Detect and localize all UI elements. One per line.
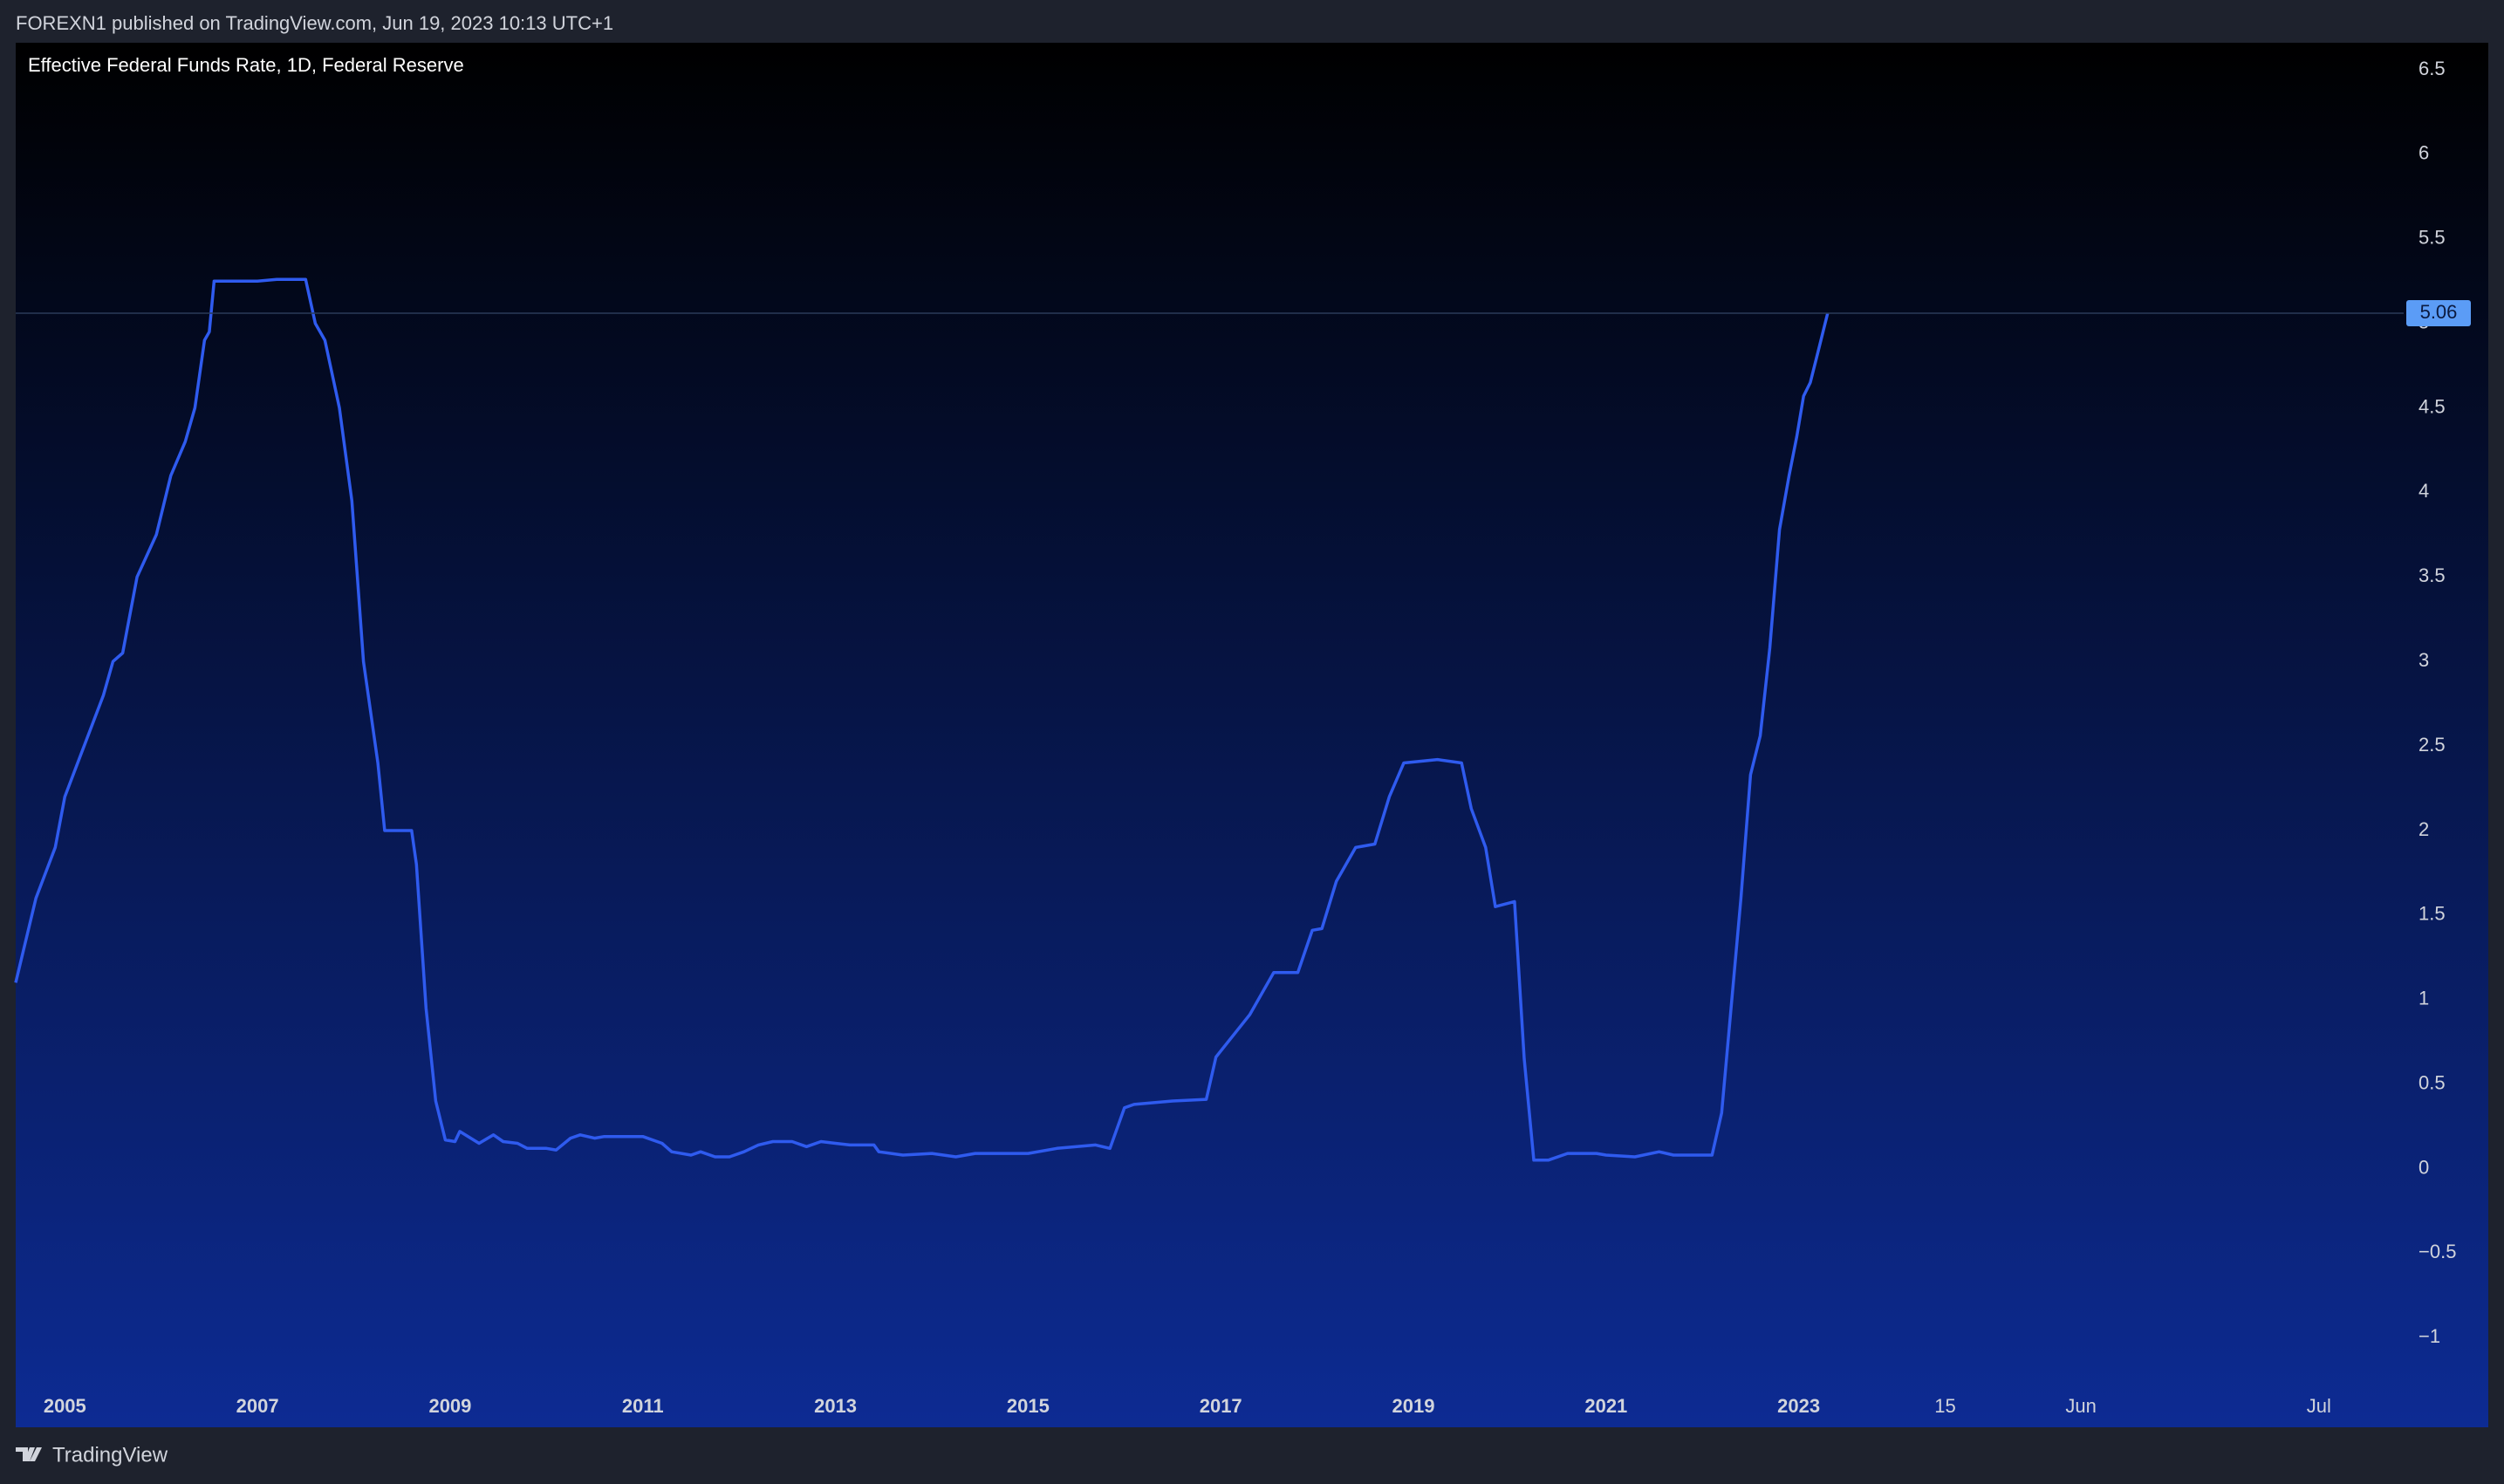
x-tick-label: 15 [1934,1395,1955,1417]
y-tick-label: −1 [2418,1325,2440,1347]
y-tick-label: 4.5 [2418,395,2446,417]
x-tick-label: 2007 [236,1395,279,1417]
rate-line [14,277,1830,1162]
y-tick-label: 6.5 [2418,58,2446,79]
x-tick-label: 2015 [1007,1395,1050,1417]
y-tick-label: 3.5 [2418,564,2446,586]
x-tick-label: Jun [2065,1395,2096,1417]
brand-name: TradingView [52,1443,168,1467]
y-tick-label: 2 [2418,818,2429,840]
y-tick-label: 3 [2418,649,2429,671]
last-price-label: 5.06 [2420,301,2458,323]
logo-icon [16,1447,42,1461]
y-tick-label: −0.5 [2418,1241,2456,1262]
y-tick-label: 2.5 [2418,734,2446,756]
x-tick-label: 2005 [44,1395,86,1417]
y-tick-label: 0 [2418,1156,2429,1178]
x-tick-label: 2017 [1200,1395,1242,1417]
y-tick-label: 6 [2418,142,2429,164]
x-tick-label: 2009 [428,1395,471,1417]
publisher-header: FOREXN1 published on TradingView.com, Ju… [16,12,613,34]
chart-title: Effective Federal Funds Rate, 1D, Federa… [28,54,464,76]
x-tick-label: 2021 [1584,1395,1627,1417]
x-tick-label: 2019 [1392,1395,1435,1417]
last-price-badge [2406,300,2471,327]
x-tick-label: 2011 [622,1395,664,1417]
x-tick-label: Jul [2307,1395,2331,1417]
y-tick-label: 1 [2418,988,2429,1009]
x-tick-label: 2023 [1777,1395,1820,1417]
y-tick-label: 5.5 [2418,227,2446,249]
y-tick-label: 0.5 [2418,1071,2446,1093]
x-tick-label: 2013 [814,1395,857,1417]
chart-background [16,43,2488,1427]
tradingview-logo [16,1447,42,1461]
y-tick-label: 1.5 [2418,903,2446,925]
y-tick-label: 4 [2418,480,2429,502]
